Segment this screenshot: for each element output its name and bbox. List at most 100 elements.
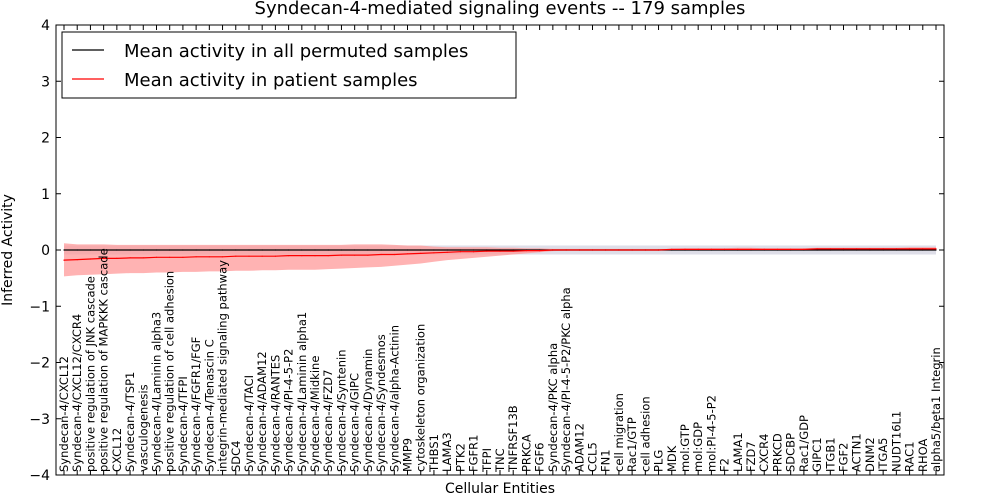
x-tick-label: Syndecan-4/PKC alpha — [546, 343, 560, 472]
data-point-permuted — [340, 249, 343, 251]
data-point-patient — [459, 251, 461, 253]
y-tick-label: −4 — [29, 468, 50, 484]
data-point-permuted — [116, 249, 118, 251]
x-tick-label: Syndecan-4/PI-4-5-P2 — [282, 349, 296, 472]
y-tick-label: −1 — [29, 299, 50, 315]
x-tick-label: PTK2 — [453, 443, 467, 472]
data-point-patient — [155, 256, 158, 258]
data-point-permuted — [76, 249, 78, 251]
data-point-patient — [208, 256, 210, 258]
data-point-permuted — [935, 249, 937, 251]
data-point-patient — [829, 248, 831, 250]
y-tick-label: 2 — [41, 131, 50, 147]
data-point-patient — [142, 257, 144, 259]
y-tick-label: −3 — [29, 412, 50, 428]
data-point-patient — [776, 248, 779, 250]
data-point-patient — [697, 248, 699, 250]
data-point-permuted — [182, 249, 184, 251]
data-point-patient — [552, 249, 554, 251]
x-tick-label: Syndecan-4/TSP1 — [123, 372, 137, 472]
x-tick-label: MMP9 — [401, 438, 415, 472]
data-point-patient — [909, 248, 911, 250]
x-tick-label: PLG — [652, 450, 666, 472]
data-point-patient — [486, 250, 488, 252]
x-tick-label: Syndecan-4/Syndesmos — [374, 334, 388, 472]
x-tick-label: FN1 — [599, 449, 613, 472]
data-point-patient — [710, 248, 713, 250]
x-tick-label: Syndecan-4/CXCL12/CXCR4 — [70, 314, 84, 472]
x-tick-label: LAMA3 — [440, 432, 454, 472]
data-point-permuted — [63, 249, 65, 251]
x-tick-label: Rac1/GTP — [625, 417, 639, 472]
data-point-patient — [288, 255, 290, 257]
plot-area — [63, 243, 937, 277]
data-point-patient — [591, 249, 594, 251]
data-point-permuted — [842, 249, 845, 251]
data-point-patient — [644, 249, 646, 251]
data-point-permuted — [499, 249, 501, 251]
data-point-patient — [869, 248, 871, 250]
data-point-patient — [842, 248, 845, 250]
x-tick-label: SDC4 — [229, 440, 243, 472]
data-point-permuted — [354, 249, 356, 251]
data-point-patient — [565, 249, 567, 251]
data-point-patient — [327, 255, 329, 257]
data-point-permuted — [406, 249, 409, 251]
x-tick-label: Syndecan-4/Syntenin — [334, 349, 348, 472]
data-point-permuted — [393, 249, 395, 251]
data-point-permuted — [129, 249, 131, 251]
data-point-patient — [737, 248, 739, 250]
y-tick-label: 1 — [41, 187, 50, 203]
data-point-patient — [63, 259, 65, 261]
x-tick-label: PRKCA — [519, 434, 533, 472]
x-tick-label: ITGB1 — [823, 437, 837, 472]
x-tick-label: PRKCD — [770, 433, 784, 472]
data-point-patient — [763, 248, 765, 250]
data-point-patient — [340, 254, 343, 256]
data-point-patient — [129, 257, 131, 259]
x-tick-label: Syndecan-4/Tenascin C — [202, 339, 216, 472]
data-point-patient — [406, 253, 409, 255]
x-tick-label: Syndecan-4/FZD7 — [321, 370, 335, 472]
x-tick-label: F2 — [718, 458, 732, 472]
data-point-patient — [724, 248, 726, 250]
x-axis-label: Cellular Entities — [445, 481, 555, 497]
data-point-patient — [420, 252, 422, 254]
data-point-patient — [895, 248, 898, 250]
x-tick-label: LAMA1 — [731, 432, 745, 472]
data-point-permuted — [274, 249, 276, 251]
data-point-patient — [116, 257, 118, 259]
x-tick-label: TFPI — [480, 448, 494, 473]
x-tick-label: TNFRSF13B — [506, 405, 520, 473]
x-tick-label: SDCBP — [784, 433, 798, 472]
data-point-patient — [446, 251, 448, 253]
data-point-permuted — [169, 249, 171, 251]
x-tick-label: Syndecan-4/TACI — [242, 375, 256, 472]
data-point-permuted — [909, 249, 911, 251]
x-tick-label: FGF2 — [837, 443, 851, 472]
data-point-permuted — [314, 249, 316, 251]
data-point-patient — [301, 255, 303, 257]
x-tick-label: mol:GTP — [678, 424, 692, 472]
data-point-permuted — [829, 249, 831, 251]
x-tick-label: cell adhesion — [638, 396, 652, 472]
data-point-patient — [882, 248, 884, 250]
x-tick-label: Syndecan-4/ADAM12 — [255, 351, 269, 472]
data-point-patient — [261, 255, 263, 257]
x-tick-label: Syndecan-4/CXCL12 — [57, 356, 71, 472]
data-point-patient — [539, 250, 541, 252]
data-point-permuted — [235, 249, 237, 251]
data-point-permuted — [895, 249, 898, 251]
data-point-permuted — [155, 249, 158, 251]
x-tick-label: vasculogenesis — [136, 384, 150, 472]
x-tick-label: mol:GDP — [691, 422, 705, 472]
legend-label-permuted: Mean activity in all permuted samples — [124, 41, 468, 62]
x-tick-label: CXCR4 — [757, 434, 771, 472]
data-point-patient — [922, 248, 924, 250]
data-point-permuted — [248, 249, 250, 251]
y-axis-label: Inferred Activity — [0, 194, 16, 306]
data-point-permuted — [301, 249, 303, 251]
x-tick-label: alpha5/beta1 Integrin — [929, 347, 943, 472]
